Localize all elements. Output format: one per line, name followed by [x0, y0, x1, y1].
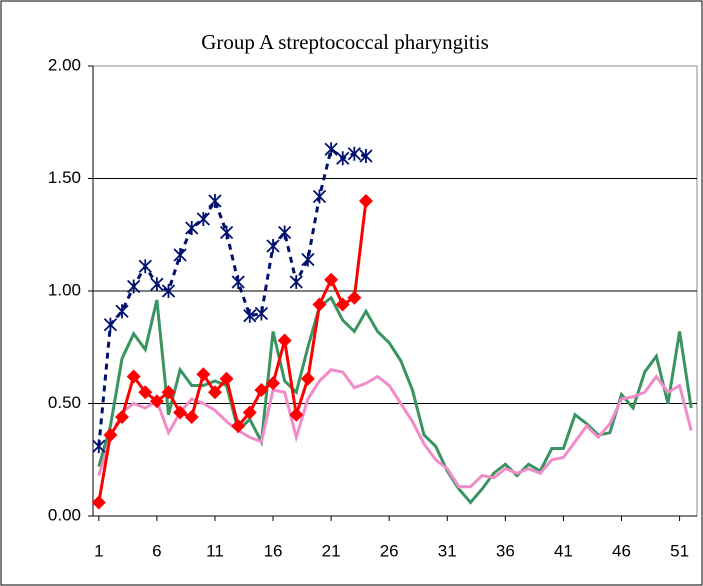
diamond-marker: [231, 419, 246, 433]
asterisk-marker: [289, 275, 303, 289]
asterisk-marker: [278, 225, 292, 240]
asterisk-marker: [115, 304, 129, 319]
asterisk-marker: [173, 248, 187, 262]
asterisk-marker: [161, 284, 176, 298]
diamond-marker: [289, 407, 304, 422]
diamond-marker: [184, 410, 199, 424]
diamond-marker: [266, 376, 281, 391]
asterisk-marker: [336, 151, 350, 166]
y-tick-label: 1.50: [48, 168, 81, 187]
y-tick-label: 2.00: [48, 55, 81, 74]
diamond-marker: [347, 290, 362, 305]
asterisk-marker: [243, 308, 257, 323]
x-tick-label: 16: [264, 541, 283, 560]
diamond-marker: [91, 495, 106, 510]
x-tick-label: 31: [438, 541, 457, 560]
diamond-marker: [219, 371, 234, 386]
x-tick-label: 46: [612, 541, 631, 560]
diamond-marker: [115, 410, 130, 424]
diamond-marker: [300, 371, 315, 386]
asterisk-marker: [359, 149, 373, 163]
asterisk-marker: [196, 212, 210, 226]
x-tick-label: 1: [94, 541, 103, 560]
asterisk-marker: [103, 317, 118, 332]
asterisk-marker: [92, 439, 106, 454]
asterisk-marker: [208, 194, 222, 208]
asterisk-marker: [347, 146, 361, 161]
diamond-marker: [358, 194, 373, 208]
x-tick-label: 51: [670, 541, 689, 560]
y-tick-label: 0.50: [48, 393, 81, 412]
asterisk-marker: [324, 142, 338, 157]
diamond-marker: [196, 367, 211, 382]
y-tick-label: 1.00: [48, 280, 81, 299]
diamond-marker: [335, 297, 350, 312]
x-tick-label: 36: [496, 541, 515, 560]
diamond-marker: [254, 383, 269, 397]
diamond-marker: [312, 297, 327, 312]
asterisk-marker: [138, 259, 152, 274]
asterisk-marker: [312, 189, 327, 204]
x-tick-label: 26: [380, 541, 399, 560]
asterisk-marker: [254, 306, 269, 321]
asterisk-marker: [266, 239, 280, 253]
diamond-marker: [324, 272, 339, 287]
diamond-marker: [173, 405, 188, 420]
diamond-marker: [126, 369, 141, 384]
x-tick-label: 21: [322, 541, 341, 560]
asterisk-marker: [127, 279, 141, 294]
diamond-marker: [161, 385, 176, 400]
asterisk-marker: [150, 277, 164, 292]
diamond-marker: [207, 385, 222, 400]
series-line: [97, 146, 367, 447]
x-tick-label: 6: [152, 541, 161, 560]
asterisk-marker: [301, 252, 315, 267]
diamond-marker: [149, 394, 164, 409]
asterisk-marker: [185, 221, 199, 235]
x-tick-label: 41: [554, 541, 573, 560]
diamond-marker: [138, 385, 153, 400]
diamond-marker: [242, 405, 257, 420]
asterisk-marker: [219, 225, 234, 240]
series-line: [97, 295, 693, 505]
y-tick-label: 0.00: [48, 505, 81, 524]
chart-title: Group A streptococcal pharyngitis: [201, 30, 489, 54]
diamond-marker: [103, 428, 118, 442]
x-tick-label: 11: [206, 541, 224, 560]
diamond-marker: [277, 333, 292, 348]
asterisk-marker: [231, 275, 245, 289]
